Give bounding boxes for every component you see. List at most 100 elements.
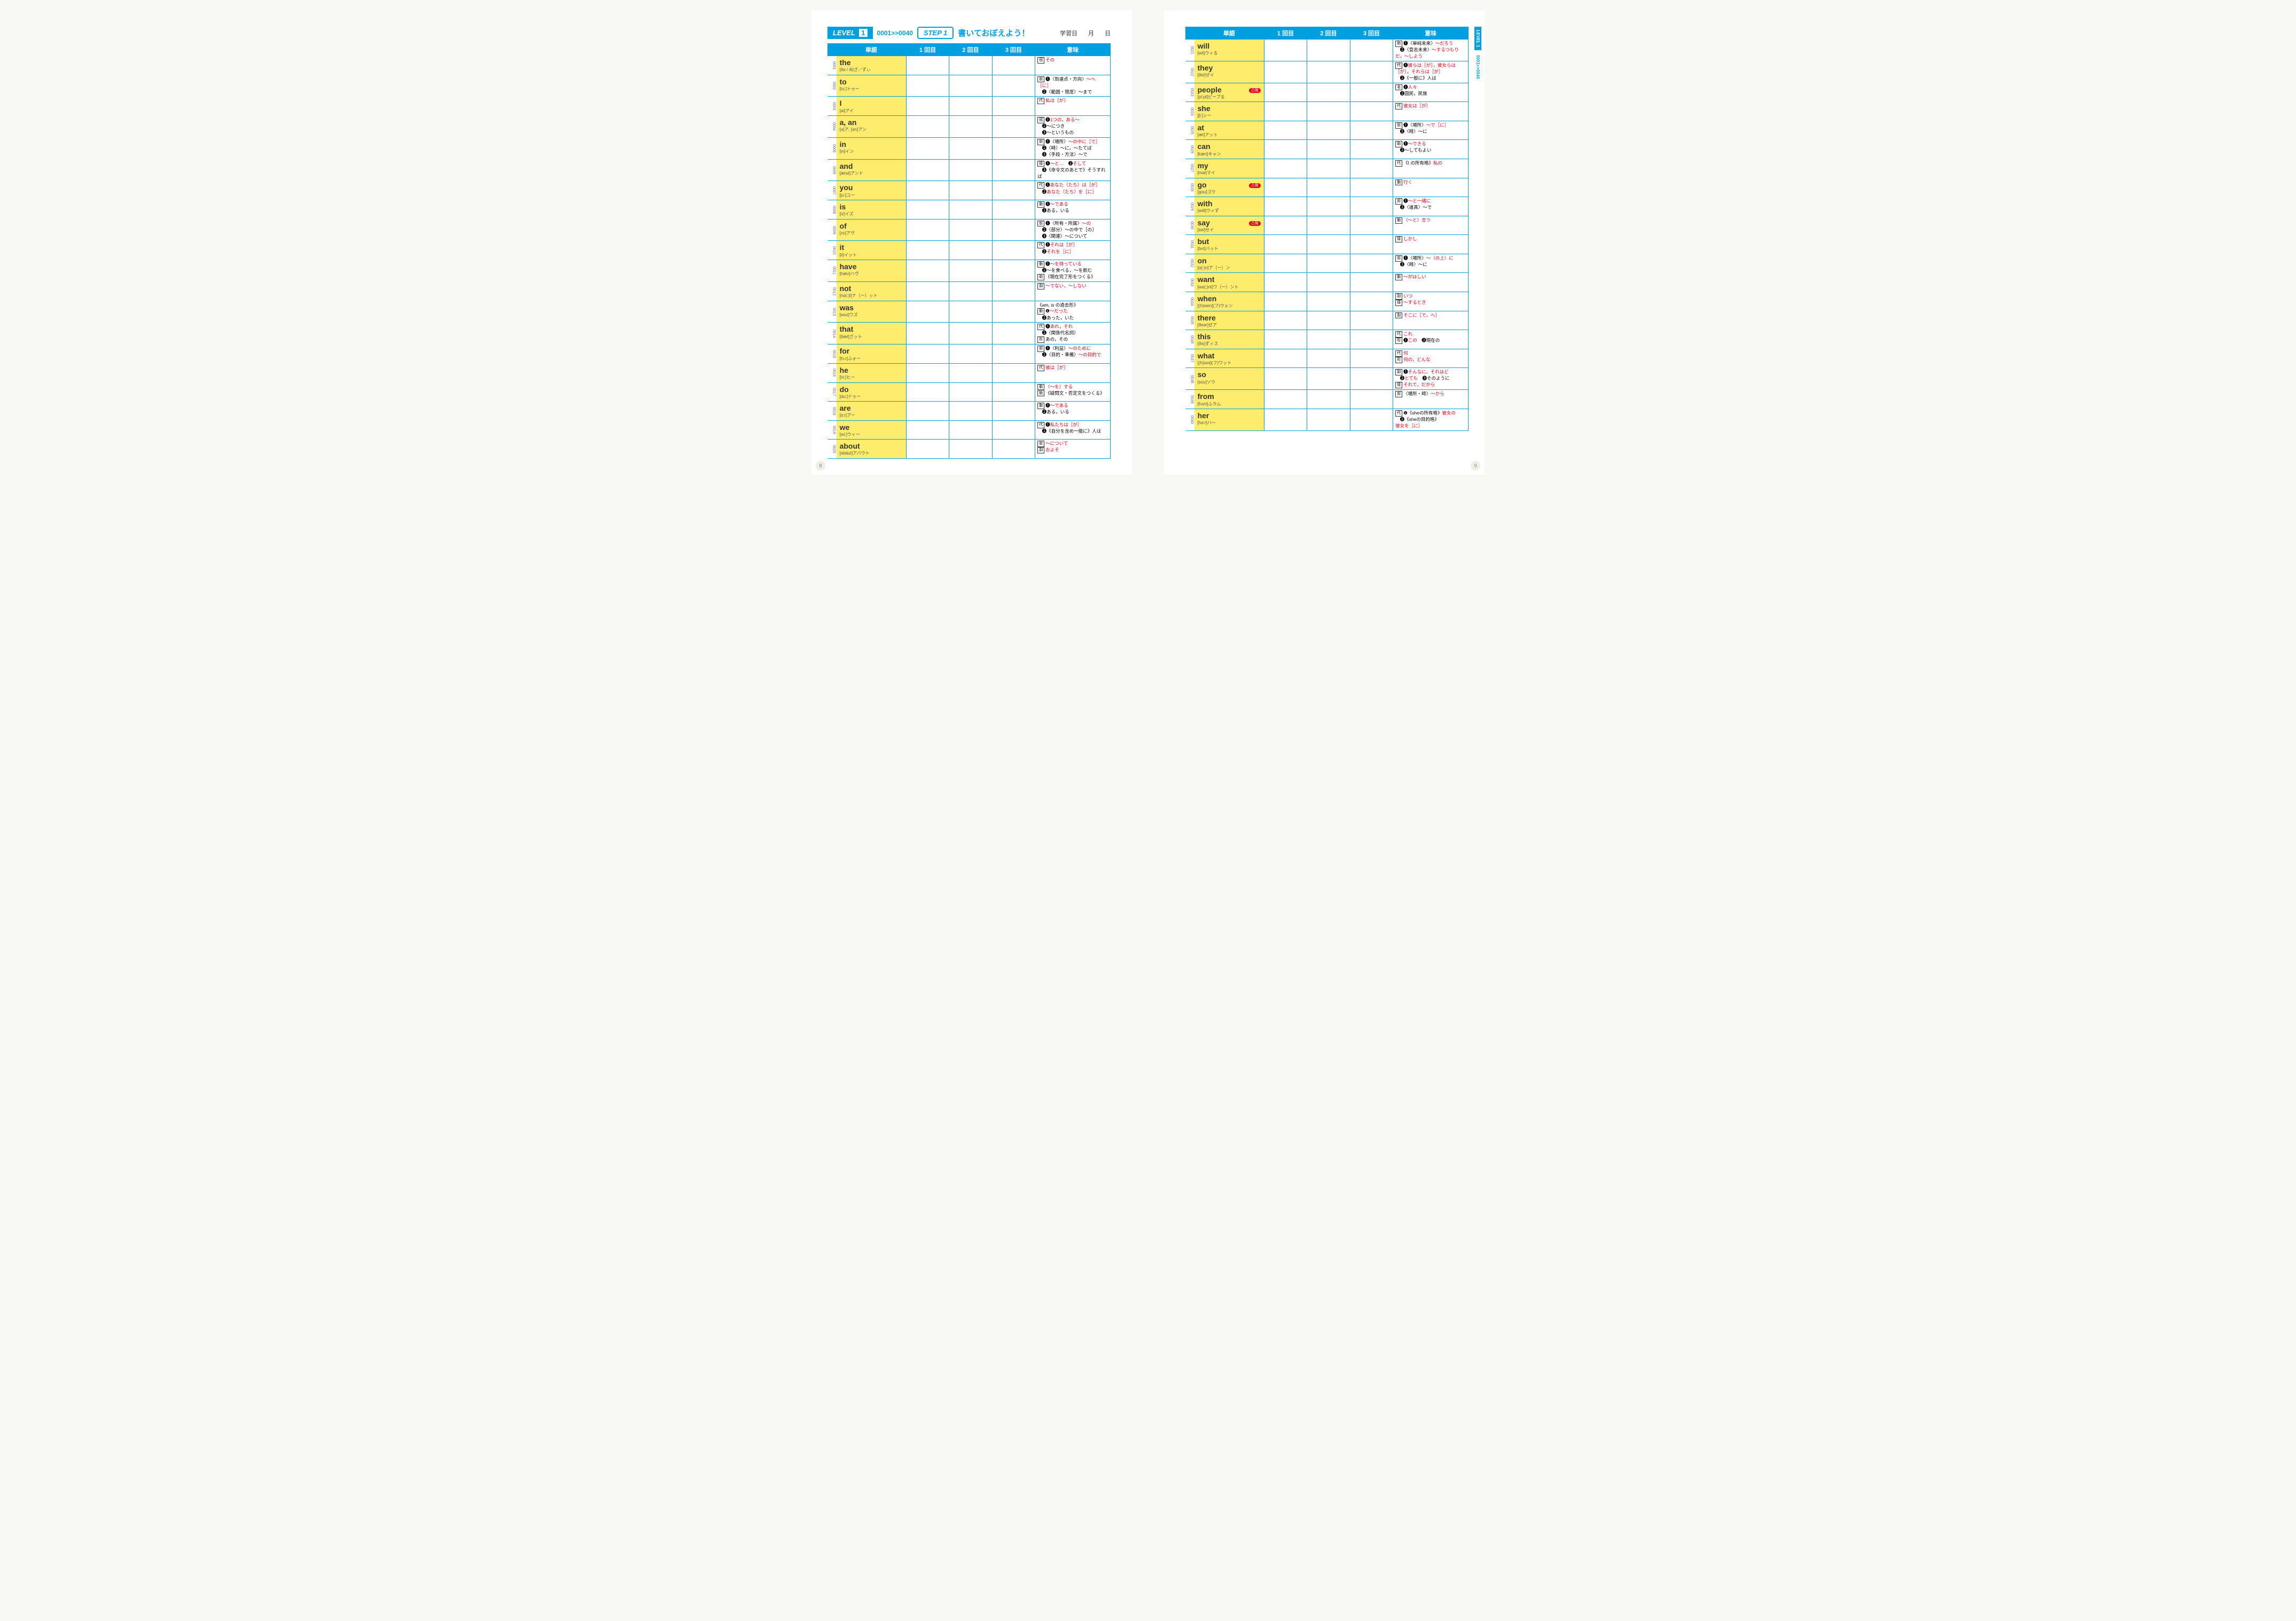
practice-3[interactable] bbox=[1350, 330, 1393, 349]
practice-1[interactable] bbox=[1264, 390, 1307, 409]
practice-3[interactable] bbox=[1350, 40, 1393, 61]
practice-3[interactable] bbox=[992, 181, 1035, 200]
practice-3[interactable] bbox=[1350, 273, 1393, 292]
practice-1[interactable] bbox=[1264, 292, 1307, 311]
practice-2[interactable] bbox=[1307, 178, 1350, 197]
practice-2[interactable] bbox=[1307, 102, 1350, 121]
practice-3[interactable] bbox=[1350, 83, 1393, 102]
practice-1[interactable] bbox=[1264, 254, 1307, 273]
practice-3[interactable] bbox=[992, 219, 1035, 241]
practice-3[interactable] bbox=[1350, 61, 1393, 83]
practice-3[interactable] bbox=[1350, 254, 1393, 273]
practice-2[interactable] bbox=[1307, 197, 1350, 216]
practice-3[interactable] bbox=[1350, 349, 1393, 368]
practice-2[interactable] bbox=[1307, 254, 1350, 273]
practice-1[interactable] bbox=[1264, 61, 1307, 83]
practice-1[interactable] bbox=[906, 382, 949, 402]
practice-3[interactable] bbox=[992, 137, 1035, 159]
practice-1[interactable] bbox=[906, 363, 949, 382]
practice-2[interactable] bbox=[949, 282, 992, 301]
practice-2[interactable] bbox=[949, 301, 992, 323]
practice-3[interactable] bbox=[992, 241, 1035, 260]
practice-3[interactable] bbox=[1350, 292, 1393, 311]
practice-1[interactable] bbox=[906, 344, 949, 364]
practice-2[interactable] bbox=[949, 260, 992, 282]
practice-1[interactable] bbox=[906, 219, 949, 241]
practice-3[interactable] bbox=[1350, 409, 1393, 430]
practice-1[interactable] bbox=[1264, 159, 1307, 178]
practice-3[interactable] bbox=[992, 200, 1035, 220]
practice-2[interactable] bbox=[1307, 330, 1350, 349]
practice-2[interactable] bbox=[1307, 140, 1350, 159]
practice-3[interactable] bbox=[992, 363, 1035, 382]
practice-1[interactable] bbox=[906, 97, 949, 116]
practice-3[interactable] bbox=[992, 344, 1035, 364]
practice-2[interactable] bbox=[949, 97, 992, 116]
practice-2[interactable] bbox=[1307, 159, 1350, 178]
practice-2[interactable] bbox=[949, 159, 992, 181]
practice-2[interactable] bbox=[949, 344, 992, 364]
practice-2[interactable] bbox=[949, 382, 992, 402]
practice-2[interactable] bbox=[1307, 273, 1350, 292]
practice-1[interactable] bbox=[1264, 311, 1307, 330]
practice-1[interactable] bbox=[906, 137, 949, 159]
practice-3[interactable] bbox=[1350, 368, 1393, 390]
practice-3[interactable] bbox=[992, 56, 1035, 75]
practice-1[interactable] bbox=[906, 115, 949, 137]
practice-3[interactable] bbox=[992, 402, 1035, 421]
practice-1[interactable] bbox=[906, 402, 949, 421]
practice-3[interactable] bbox=[992, 323, 1035, 344]
practice-2[interactable] bbox=[1307, 368, 1350, 390]
practice-1[interactable] bbox=[906, 323, 949, 344]
practice-3[interactable] bbox=[992, 97, 1035, 116]
practice-2[interactable] bbox=[1307, 121, 1350, 140]
practice-2[interactable] bbox=[1307, 40, 1350, 61]
practice-1[interactable] bbox=[1264, 197, 1307, 216]
practice-1[interactable] bbox=[906, 420, 949, 440]
practice-1[interactable] bbox=[1264, 140, 1307, 159]
practice-1[interactable] bbox=[906, 159, 949, 181]
practice-3[interactable] bbox=[992, 440, 1035, 459]
practice-2[interactable] bbox=[949, 200, 992, 220]
practice-2[interactable] bbox=[1307, 235, 1350, 254]
practice-3[interactable] bbox=[1350, 140, 1393, 159]
practice-3[interactable] bbox=[992, 420, 1035, 440]
practice-1[interactable] bbox=[1264, 121, 1307, 140]
practice-3[interactable] bbox=[1350, 102, 1393, 121]
practice-2[interactable] bbox=[1307, 83, 1350, 102]
practice-2[interactable] bbox=[949, 75, 992, 97]
practice-3[interactable] bbox=[1350, 390, 1393, 409]
practice-2[interactable] bbox=[949, 323, 992, 344]
practice-2[interactable] bbox=[1307, 61, 1350, 83]
practice-2[interactable] bbox=[949, 402, 992, 421]
practice-2[interactable] bbox=[949, 363, 992, 382]
practice-3[interactable] bbox=[992, 115, 1035, 137]
practice-1[interactable] bbox=[1264, 235, 1307, 254]
practice-2[interactable] bbox=[1307, 390, 1350, 409]
practice-3[interactable] bbox=[992, 260, 1035, 282]
practice-1[interactable] bbox=[906, 260, 949, 282]
practice-1[interactable] bbox=[906, 241, 949, 260]
practice-2[interactable] bbox=[949, 241, 992, 260]
practice-2[interactable] bbox=[1307, 349, 1350, 368]
practice-1[interactable] bbox=[1264, 368, 1307, 390]
practice-3[interactable] bbox=[992, 75, 1035, 97]
practice-2[interactable] bbox=[949, 440, 992, 459]
practice-3[interactable] bbox=[992, 282, 1035, 301]
practice-3[interactable] bbox=[1350, 178, 1393, 197]
practice-1[interactable] bbox=[906, 282, 949, 301]
practice-2[interactable] bbox=[949, 56, 992, 75]
practice-1[interactable] bbox=[906, 75, 949, 97]
practice-1[interactable] bbox=[1264, 40, 1307, 61]
practice-3[interactable] bbox=[992, 301, 1035, 323]
practice-1[interactable] bbox=[1264, 330, 1307, 349]
practice-1[interactable] bbox=[1264, 409, 1307, 430]
practice-3[interactable] bbox=[1350, 159, 1393, 178]
practice-2[interactable] bbox=[949, 219, 992, 241]
practice-3[interactable] bbox=[1350, 235, 1393, 254]
practice-1[interactable] bbox=[1264, 178, 1307, 197]
practice-2[interactable] bbox=[1307, 292, 1350, 311]
practice-3[interactable] bbox=[992, 159, 1035, 181]
practice-3[interactable] bbox=[1350, 197, 1393, 216]
practice-2[interactable] bbox=[949, 115, 992, 137]
